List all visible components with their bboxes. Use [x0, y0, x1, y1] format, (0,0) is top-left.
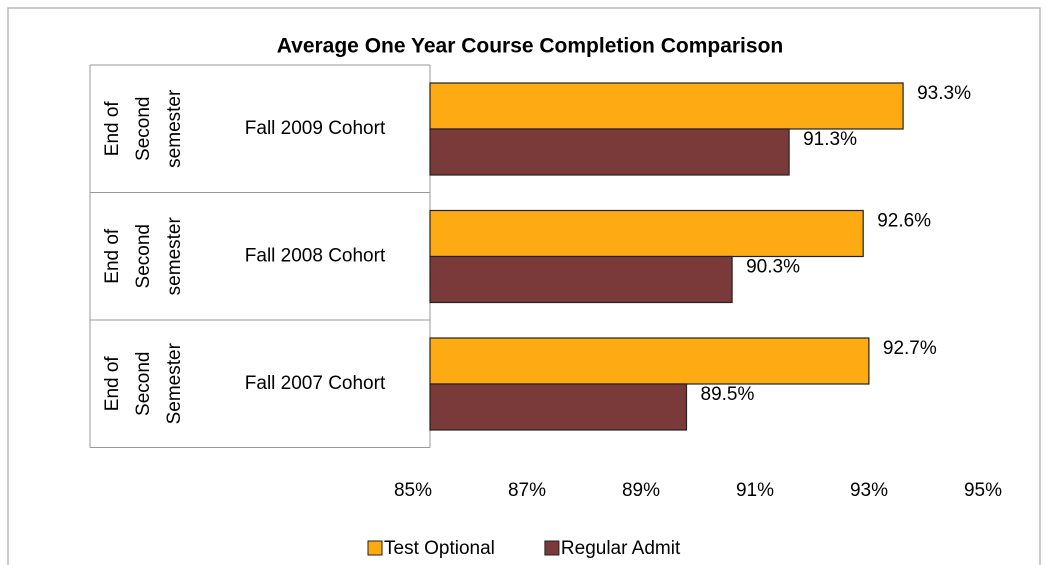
bar — [429, 128, 790, 176]
bar — [429, 82, 904, 130]
data-label: 89.5% — [701, 384, 755, 405]
group-label: Second — [133, 224, 154, 288]
x-tick-label: 91% — [736, 480, 774, 501]
chart-frame — [7, 7, 1041, 565]
group-label: Second — [133, 352, 154, 416]
bar — [429, 209, 864, 258]
category-label: Fall 2009 Cohort — [245, 118, 386, 139]
bar — [429, 383, 688, 431]
bar — [429, 255, 733, 304]
group-label: End of — [102, 101, 123, 157]
data-label: 91.3% — [803, 129, 857, 150]
bar — [429, 337, 870, 385]
legend-swatch — [544, 540, 560, 556]
data-label: 92.6% — [877, 211, 931, 232]
x-tick-label: 93% — [850, 480, 888, 501]
group-label: Semester — [164, 342, 185, 424]
category-label: Fall 2008 Cohort — [245, 245, 386, 266]
category-label: Fall 2007 Cohort — [245, 373, 386, 394]
legend-label: Test Optional — [384, 538, 495, 559]
x-tick-label: 85% — [394, 480, 432, 501]
data-label: 90.3% — [746, 257, 800, 278]
group-label: Second — [133, 97, 154, 161]
chart-title: Average One Year Course Completion Compa… — [277, 35, 783, 58]
x-tick-label: 89% — [622, 480, 660, 501]
data-label: 93.3% — [917, 83, 971, 104]
group-label: End of — [102, 228, 123, 284]
legend-swatch — [367, 540, 383, 556]
group-label: semester — [164, 89, 185, 168]
x-tick-label: 87% — [508, 480, 546, 501]
legend-label: Regular Admit — [561, 538, 681, 559]
group-label: semester — [164, 217, 185, 296]
x-tick-label: 95% — [964, 480, 1002, 501]
group-label: End of — [102, 356, 123, 412]
data-label: 92.7% — [883, 338, 937, 359]
